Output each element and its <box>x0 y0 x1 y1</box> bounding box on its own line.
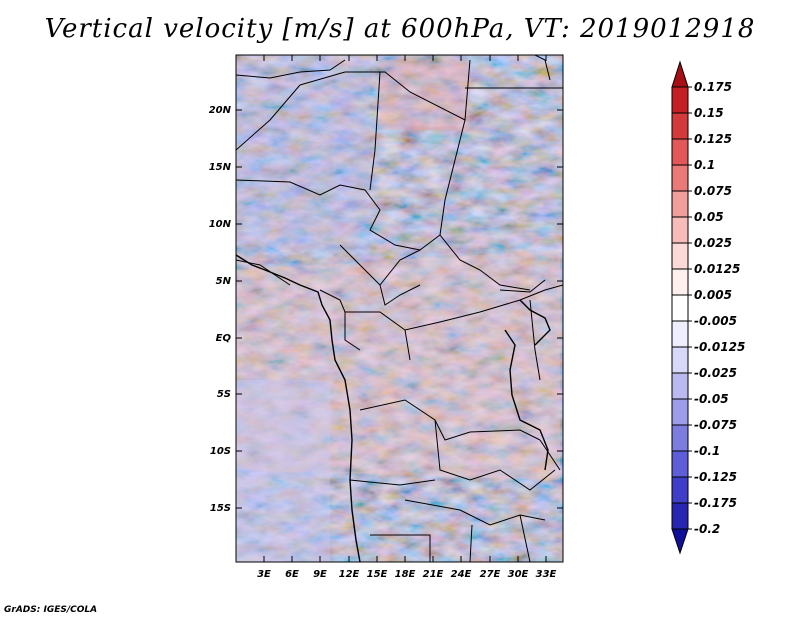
colorbar-label: -0.05 <box>694 392 729 406</box>
lat-label: 10S <box>210 446 231 457</box>
chart-title: Vertical velocity [m/s] at 600hPa, VT: 2… <box>44 14 756 44</box>
colorbar-bottom-arrow <box>671 528 689 555</box>
lon-label: 30E <box>508 569 529 580</box>
colorbar-label: -0.0125 <box>694 340 745 354</box>
colorbar-label: -0.025 <box>694 366 737 380</box>
colorbar-label: 0.15 <box>694 106 724 120</box>
lat-label: 5S <box>217 389 231 400</box>
colorbar-box <box>671 216 689 244</box>
lat-label: 15N <box>209 162 232 173</box>
lon-label: 9E <box>313 569 327 580</box>
lon-label: 27E <box>480 569 501 580</box>
colorbar-top-arrow <box>671 60 689 88</box>
colorbar-label: 0.125 <box>694 132 732 146</box>
colorbar-box <box>671 424 689 452</box>
colorbar-label: -0.175 <box>694 496 737 510</box>
colorbar-box <box>671 346 689 374</box>
colorbar-box <box>671 450 689 478</box>
colorbar-box <box>671 372 689 400</box>
colorbar-box <box>671 138 689 166</box>
colorbar-label: -0.075 <box>694 418 737 432</box>
coastline <box>236 254 551 562</box>
colorbar-box <box>671 112 689 140</box>
colorbar-box <box>671 320 689 348</box>
colorbar-label: -0.2 <box>694 522 720 536</box>
lon-label: 6E <box>285 569 299 580</box>
colorbar-box <box>671 502 689 530</box>
colorbar-label: -0.1 <box>694 444 720 458</box>
colorbar-box <box>671 86 689 114</box>
lon-label: 15E <box>367 569 388 580</box>
colorbar-box <box>671 164 689 192</box>
lat-label: 20N <box>209 105 232 116</box>
longitude-axis: 3E 6E 9E 12E 15E 18E 21E 24E 27E 30E 33E <box>257 55 557 580</box>
colorbar-label: 0.075 <box>694 184 732 198</box>
colorbar-label: -0.005 <box>694 314 737 328</box>
colorbar-label: -0.125 <box>694 470 737 484</box>
colorbar-label: 0.005 <box>694 288 732 302</box>
map-frame <box>235 54 564 563</box>
lon-label: 18E <box>395 569 416 580</box>
colorbar-box <box>671 398 689 426</box>
country-borders <box>236 55 563 562</box>
lat-label: 15S <box>210 503 231 514</box>
lon-label: 3E <box>257 569 271 580</box>
colorbar-box <box>671 268 689 296</box>
colorbar-label: 0.1 <box>694 158 715 172</box>
colorbar-label: 0.175 <box>694 80 732 94</box>
colorbar-box <box>671 242 689 270</box>
lon-label: 24E <box>451 569 472 580</box>
colorbar-label: 0.0125 <box>694 262 740 276</box>
lon-label: 33E <box>536 569 557 580</box>
colorbar-box <box>671 476 689 504</box>
lat-label: 10N <box>209 219 232 230</box>
colorbar-label: 0.025 <box>694 236 732 250</box>
lon-label: 21E <box>423 569 444 580</box>
colorbar-label: 0.05 <box>694 210 724 224</box>
credit-text: GrADS: IGES/COLA <box>4 605 97 615</box>
vertical-velocity-field <box>236 55 563 562</box>
lon-label: 12E <box>339 569 360 580</box>
colorbar: 0.175 0.15 0.125 0.1 0.075 0.05 0.025 0.0125 0.0… <box>671 60 745 555</box>
lat-label: EQ <box>216 333 232 344</box>
latitude-axis: 20N 15N 10N 5N EQ 5S 10S 15S <box>209 105 563 514</box>
lat-label: 5N <box>216 276 232 287</box>
colorbar-box <box>671 190 689 218</box>
colorbar-box <box>671 294 689 322</box>
